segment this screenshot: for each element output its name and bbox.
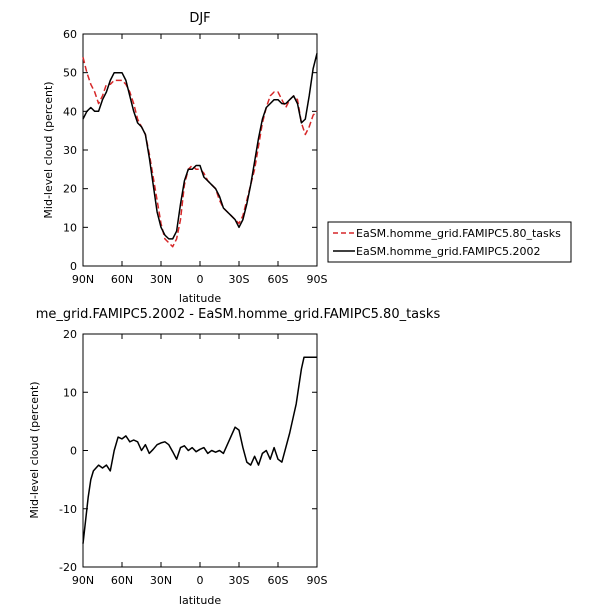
series-line-easm-homme-grid-famipc5-2002 <box>82 53 318 240</box>
bottom-series-lines <box>82 356 317 544</box>
x-tick-label: 60N <box>111 273 133 286</box>
x-tick-label: 0 <box>197 273 204 286</box>
y-tick-label: 0 <box>70 260 77 273</box>
y-tick-label: 30 <box>63 144 77 157</box>
y-tick-label: 20 <box>63 328 77 341</box>
legend-label-80-tasks: EaSM.homme_grid.FAMIPC5.80_tasks <box>356 227 561 240</box>
x-tick-label: 90S <box>307 273 328 286</box>
top-y-axis-label: Mid-level cloud (percent) <box>42 81 55 218</box>
y-tick-label: 10 <box>63 221 77 234</box>
x-tick-label: 90N <box>72 574 94 587</box>
y-tick-label: 60 <box>63 28 77 41</box>
legend-box <box>327 221 572 263</box>
x-tick-label: 60S <box>268 273 289 286</box>
top-x-ticks: 90N 60N 30N 0 30S 60S 90S <box>72 34 328 286</box>
x-tick-label: 90N <box>72 273 94 286</box>
y-tick-label: -10 <box>59 503 77 516</box>
y-tick-label: -20 <box>59 561 77 574</box>
y-tick-label: 0 <box>70 445 77 458</box>
bottom-panel: me_grid.FAMIPC5.2002 - EaSM.homme_grid.F… <box>28 307 440 607</box>
y-tick-label: 50 <box>63 67 77 80</box>
bottom-y-axis-label: Mid-level cloud (percent) <box>28 381 41 518</box>
top-series-lines <box>82 53 318 248</box>
bottom-x-ticks: 90N 60N 30N 0 30S 60S 90S <box>72 334 328 587</box>
top-plot-frame <box>82 33 318 267</box>
x-tick-label: 30S <box>229 574 250 587</box>
legend: EaSM.homme_grid.FAMIPC5.80_tasks EaSM.ho… <box>327 221 572 263</box>
bottom-chart-title: me_grid.FAMIPC5.2002 - EaSM.homme_grid.F… <box>36 307 441 322</box>
y-tick-label: 10 <box>63 386 77 399</box>
y-tick-label: 20 <box>63 183 77 196</box>
x-tick-label: 30N <box>150 574 172 587</box>
top-chart-title: DJF <box>189 11 210 26</box>
difference-series-line <box>82 356 317 544</box>
series-line-easm-homme-grid-famipc5-80-tasks <box>82 57 318 248</box>
legend-label-2002: EaSM.homme_grid.FAMIPC5.2002 <box>356 245 540 258</box>
top-panel: DJF 0 10 20 30 40 50 60 90N 60N 30N 0 30S 60S 90S la… <box>42 11 572 305</box>
bottom-x-axis-label: latitude <box>179 594 221 607</box>
y-tick-label: 40 <box>63 105 77 118</box>
bottom-y-ticks: -20 -10 0 10 20 <box>59 328 317 574</box>
x-tick-label: 60S <box>268 574 289 587</box>
bottom-plot-frame <box>82 333 318 568</box>
x-tick-label: 60N <box>111 574 133 587</box>
top-y-ticks: 0 10 20 30 40 50 60 <box>63 28 317 273</box>
x-tick-label: 30N <box>150 273 172 286</box>
x-tick-label: 90S <box>307 574 328 587</box>
top-x-axis-label: latitude <box>179 292 221 305</box>
x-tick-label: 0 <box>197 574 204 587</box>
x-tick-label: 30S <box>229 273 250 286</box>
